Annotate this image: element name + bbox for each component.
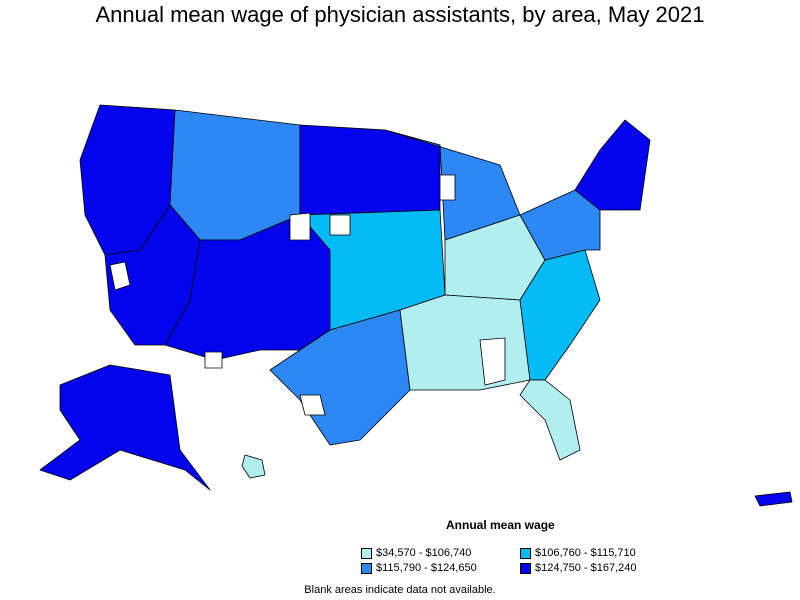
map-title: Annual mean wage of physician assistants… [95, 2, 705, 27]
legend-swatch [361, 547, 372, 559]
blank-area [109, 261, 131, 291]
region-alaska [39, 364, 211, 491]
legend-item: $115,790 - $124,650 [361, 562, 477, 574]
blank-area [204, 351, 223, 369]
legend-label: $34,570 - $106,740 [376, 547, 472, 559]
legend-title: Annual mean wage [446, 518, 555, 532]
region-hawaii [241, 454, 266, 479]
legend-label: $106,760 - $115,710 [535, 547, 636, 559]
legend-label: $124,750 - $167,240 [535, 562, 637, 574]
legend-swatch [520, 547, 531, 559]
region-interior-northwest [169, 109, 301, 241]
blank-area [479, 337, 506, 386]
legend-item: $106,760 - $115,710 [520, 547, 636, 559]
legend-label: $115,790 - $124,650 [376, 562, 477, 574]
region-new-england [574, 119, 651, 211]
blank-area [439, 174, 456, 201]
footnote: Blank areas indicate data not available. [304, 584, 496, 596]
legend-item: $34,570 - $106,740 [361, 547, 471, 559]
region-deep-south [399, 294, 531, 391]
blank-area [329, 214, 351, 236]
blank-area [299, 394, 326, 416]
region-texas [269, 309, 411, 446]
blank-area [289, 212, 311, 241]
region-puerto-rico [754, 491, 793, 507]
region-northern-plains [299, 124, 441, 216]
legend-swatch [520, 562, 531, 574]
legend-swatch [361, 562, 372, 574]
legend-item: $124,750 - $167,240 [520, 562, 637, 574]
region-florida [519, 379, 581, 461]
